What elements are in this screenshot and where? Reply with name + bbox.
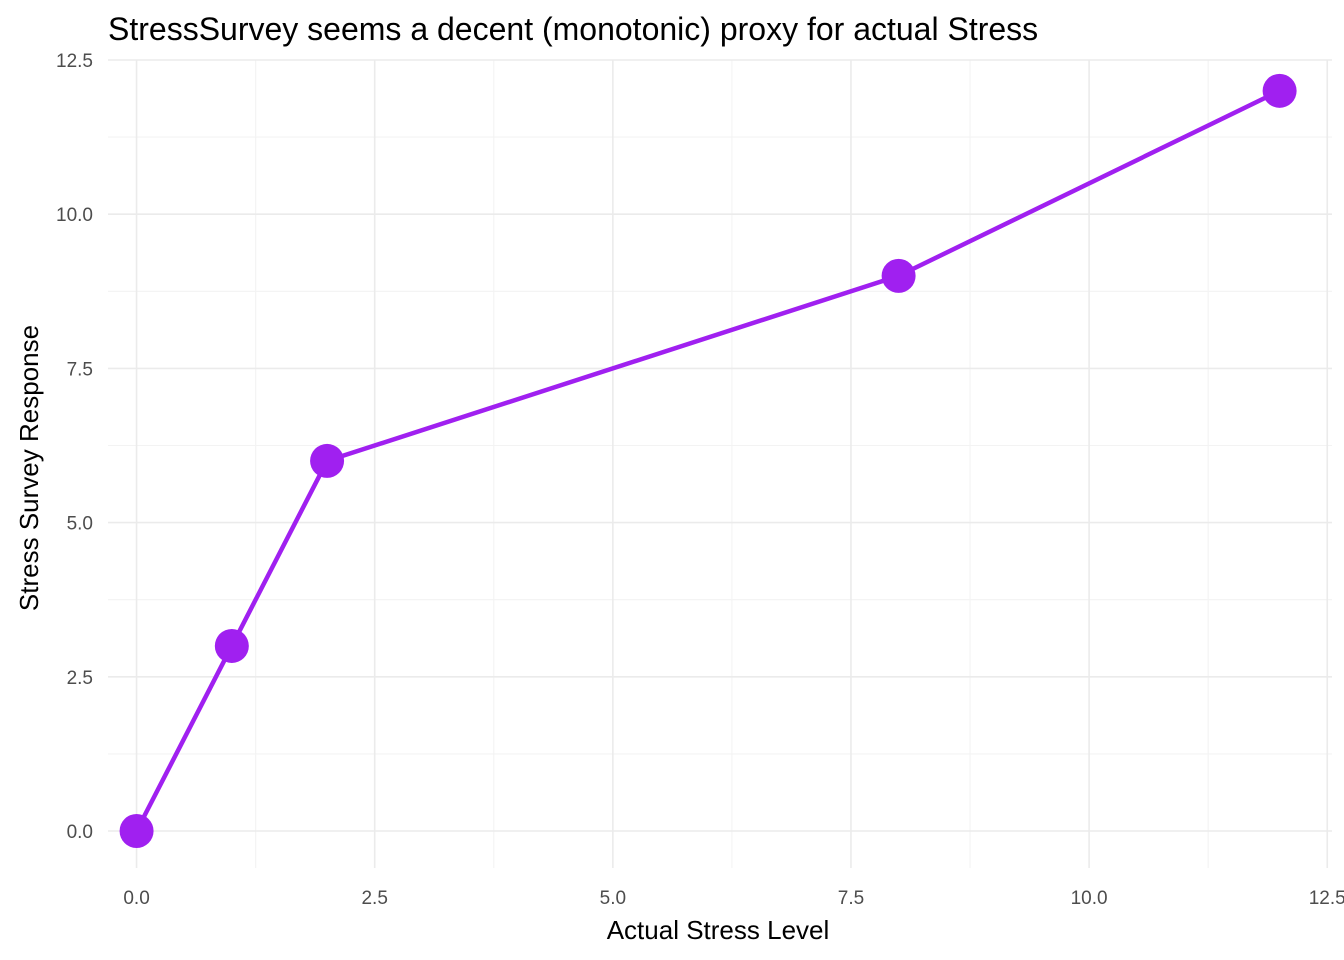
y-axis-title: Stress Survey Response — [14, 325, 44, 611]
x-tick-label: 2.5 — [361, 888, 387, 909]
data-point — [214, 628, 249, 663]
y-axis-ticks: 0.0 2.5 5.0 7.5 10.0 12.5 — [56, 51, 93, 843]
chart-title: StressSurvey seems a decent (monotonic) … — [108, 11, 1038, 47]
data-point — [119, 813, 154, 848]
y-tick-label: 7.5 — [67, 359, 93, 380]
x-tick-label: 7.5 — [838, 888, 864, 909]
data-point — [881, 258, 916, 293]
x-tick-label: 12.5 — [1309, 888, 1344, 909]
grid — [108, 59, 1332, 868]
x-tick-label: 5.0 — [600, 888, 626, 909]
y-tick-label: 12.5 — [56, 51, 93, 72]
y-tick-label: 0.0 — [67, 822, 93, 843]
x-axis-title: Actual Stress Level — [607, 915, 830, 945]
series-layer — [119, 73, 1297, 848]
data-point — [310, 443, 345, 478]
y-tick-label: 2.5 — [67, 668, 93, 689]
x-tick-label: 10.0 — [1071, 888, 1108, 909]
x-axis-ticks: 0.0 2.5 5.0 7.5 10.0 12.5 — [123, 888, 1344, 909]
x-tick-label: 0.0 — [123, 888, 149, 909]
y-tick-label: 10.0 — [56, 205, 93, 226]
y-tick-label: 5.0 — [67, 514, 93, 535]
data-point — [1262, 73, 1297, 108]
